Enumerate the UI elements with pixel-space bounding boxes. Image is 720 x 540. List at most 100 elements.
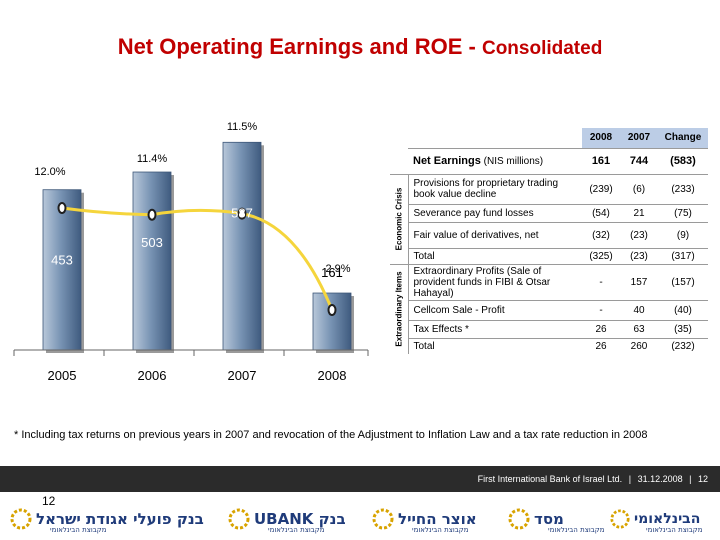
logo-otsar-hahayal: אוצר החייל מקבוצת הבינלאומי bbox=[372, 504, 477, 534]
net-earnings-title: Net Earnings bbox=[413, 155, 481, 167]
x-tick-label-2007: 2007 bbox=[228, 368, 257, 383]
x-tick-label-2006: 2006 bbox=[138, 368, 167, 383]
row-value-1: 21 bbox=[620, 203, 658, 222]
logo-beinleumi: הבינלאומי מקבוצת הבינלאומי bbox=[610, 504, 703, 534]
logo-emblem-icon bbox=[372, 508, 394, 530]
logo-ubank: בנק UBANK מקבוצת הבינלאומי bbox=[228, 504, 346, 534]
logo-emblem-icon bbox=[228, 508, 250, 530]
net-earnings-unit: (NIS millions) bbox=[480, 156, 544, 167]
roe-label-2006: 11.4% bbox=[137, 153, 168, 165]
table-row: Total (325) (23) (317) bbox=[390, 247, 708, 264]
row-value-2: (9) bbox=[658, 221, 708, 248]
bar-2005 bbox=[42, 189, 82, 351]
group-label-cell-1: Extraordinary Items bbox=[390, 263, 409, 354]
roe-marker-2005 bbox=[57, 202, 67, 214]
footer-date: 31.12.2008 bbox=[637, 474, 683, 484]
row-value-2: (233) bbox=[658, 173, 708, 204]
logo-emblem-icon bbox=[508, 508, 530, 530]
table-header-blank-label bbox=[408, 128, 582, 148]
logo-text-3: אוצר החייל bbox=[398, 510, 477, 528]
x-tick-label-2008: 2008 bbox=[318, 368, 347, 383]
row-value-2: (35) bbox=[658, 319, 708, 338]
roe-label-2008: 2.9% bbox=[325, 263, 350, 275]
table-row: Tax Effects * 26 63 (35) bbox=[390, 319, 708, 338]
logo-text-4: מסד bbox=[534, 510, 564, 528]
group-label: Extraordinary Items bbox=[394, 271, 404, 347]
group-label: Economic Crisis bbox=[394, 187, 404, 251]
footer-bank: First International Bank of Israel Ltd. bbox=[477, 474, 623, 484]
row-value-2: (75) bbox=[658, 203, 708, 222]
roe-marker-2006 bbox=[147, 208, 157, 221]
row-value-0: - bbox=[582, 263, 620, 300]
bar-2006 bbox=[132, 171, 172, 351]
row-value-1: (23) bbox=[620, 221, 658, 248]
roe-marker-2007 bbox=[237, 207, 247, 220]
bar-value-label-2008: 161 bbox=[321, 265, 343, 280]
bar-value-label-2005: 453 bbox=[51, 253, 73, 268]
title-sub: Consolidated bbox=[481, 38, 603, 59]
bar-2008 bbox=[312, 292, 352, 351]
table-row: Total 26 260 (232) bbox=[390, 337, 708, 354]
logo-sub-2: מקבוצת הבינלאומי bbox=[268, 526, 325, 534]
roe-label-2007: 11.5% bbox=[227, 121, 258, 133]
footer-sep-1: | bbox=[628, 474, 632, 484]
table-row-net-earnings: Net Earnings (NIS millions) 161 744 (583) bbox=[390, 147, 708, 174]
table-row: Extraordinary Items Extraordinary Profits… bbox=[390, 263, 708, 354]
table-row: Cellcom Sale - Profit -40 (40) bbox=[390, 299, 708, 320]
footer-text: First International Bank of Israel Ltd. … bbox=[478, 474, 708, 484]
table-row: Economic Crisis Provisions for proprietar… bbox=[390, 173, 708, 264]
row-value-2: (232) bbox=[658, 337, 708, 354]
logo-text-1: בנק פועלי אגודת ישראל bbox=[36, 510, 204, 528]
earnings-roe-chart: 453 2005 503 2006 587 2007 161 2008 12.0% 11.4% 11… bbox=[13, 121, 369, 383]
group-label-cell-0: Economic Crisis bbox=[390, 173, 409, 264]
page-number: 12 bbox=[42, 494, 56, 508]
row-value-2: (40) bbox=[658, 299, 708, 320]
roe-line bbox=[61, 206, 334, 311]
table-header-blank bbox=[390, 128, 408, 148]
row-value-0: (239) bbox=[582, 173, 620, 204]
row-label: Severance pay fund losses bbox=[408, 203, 582, 222]
net-earnings-label: Net Earnings (NIS millions) bbox=[408, 147, 582, 174]
row-value-0: - bbox=[582, 299, 620, 320]
row-label: Cellcom Sale - Profit bbox=[408, 299, 582, 320]
table-header-change: Change bbox=[658, 128, 708, 148]
bank-logos: בנק פועלי אגודת ישראל מקבוצת הבינלאומי ב… bbox=[0, 500, 720, 534]
net-earnings-value-1: 744 bbox=[620, 147, 658, 174]
logo-sub-5: מקבוצת הבינלאומי bbox=[646, 526, 703, 534]
roe-label-2005: 12.0% bbox=[34, 166, 65, 178]
table-row: Severance pay fund losses (54) 21 (75) bbox=[390, 203, 708, 222]
row-value-2: (317) bbox=[658, 247, 708, 264]
footer-bar: First International Bank of Israel Ltd. … bbox=[0, 466, 720, 492]
bar-value-label-2007: 587 bbox=[231, 205, 253, 220]
row-label: Fair value of derivatives, net bbox=[408, 221, 582, 248]
page-title: Net Operating Earnings and ROE - Consoli… bbox=[0, 34, 720, 60]
logo-sub-4: מקבוצת הבינלאומי bbox=[548, 526, 605, 534]
title-main: Net Operating Earnings and ROE - bbox=[117, 34, 482, 59]
row-value-1: 157 bbox=[620, 263, 658, 300]
row-value-1: 63 bbox=[620, 319, 658, 338]
net-earnings-value-2: (583) bbox=[658, 147, 708, 174]
row-value-0: 26 bbox=[582, 319, 620, 338]
row-value-0: (32) bbox=[582, 221, 620, 248]
row-label: Tax Effects * bbox=[408, 319, 582, 338]
row-value-1: 260 bbox=[620, 337, 658, 354]
table-row: Fair value of derivatives, net (32) (23) (9… bbox=[390, 221, 708, 248]
footer-page: 12 bbox=[697, 474, 708, 484]
row-value-0: (54) bbox=[582, 203, 620, 222]
footnote: * Including tax returns on previous year… bbox=[14, 429, 648, 441]
logo-emblem-icon bbox=[610, 509, 630, 529]
row-value-1: (6) bbox=[620, 173, 658, 204]
net-earnings-value-0: 161 bbox=[582, 147, 620, 174]
bar-value-label-2006: 503 bbox=[141, 235, 163, 250]
row-value-0: 26 bbox=[582, 337, 620, 354]
footer-sep-2: | bbox=[689, 474, 692, 484]
row-value-2: (157) bbox=[658, 263, 708, 300]
row-value-1: (23) bbox=[620, 247, 658, 264]
logo-sub-1: מקבוצת הבינלאומי bbox=[50, 526, 107, 534]
row-label: Total bbox=[408, 337, 582, 354]
x-tick-label-2005: 2005 bbox=[48, 368, 77, 383]
table-row-spacer bbox=[390, 148, 408, 174]
table-header-2008: 2008 bbox=[582, 128, 620, 148]
logo-massad: מסד מקבוצת הבינלאומי bbox=[508, 504, 605, 534]
